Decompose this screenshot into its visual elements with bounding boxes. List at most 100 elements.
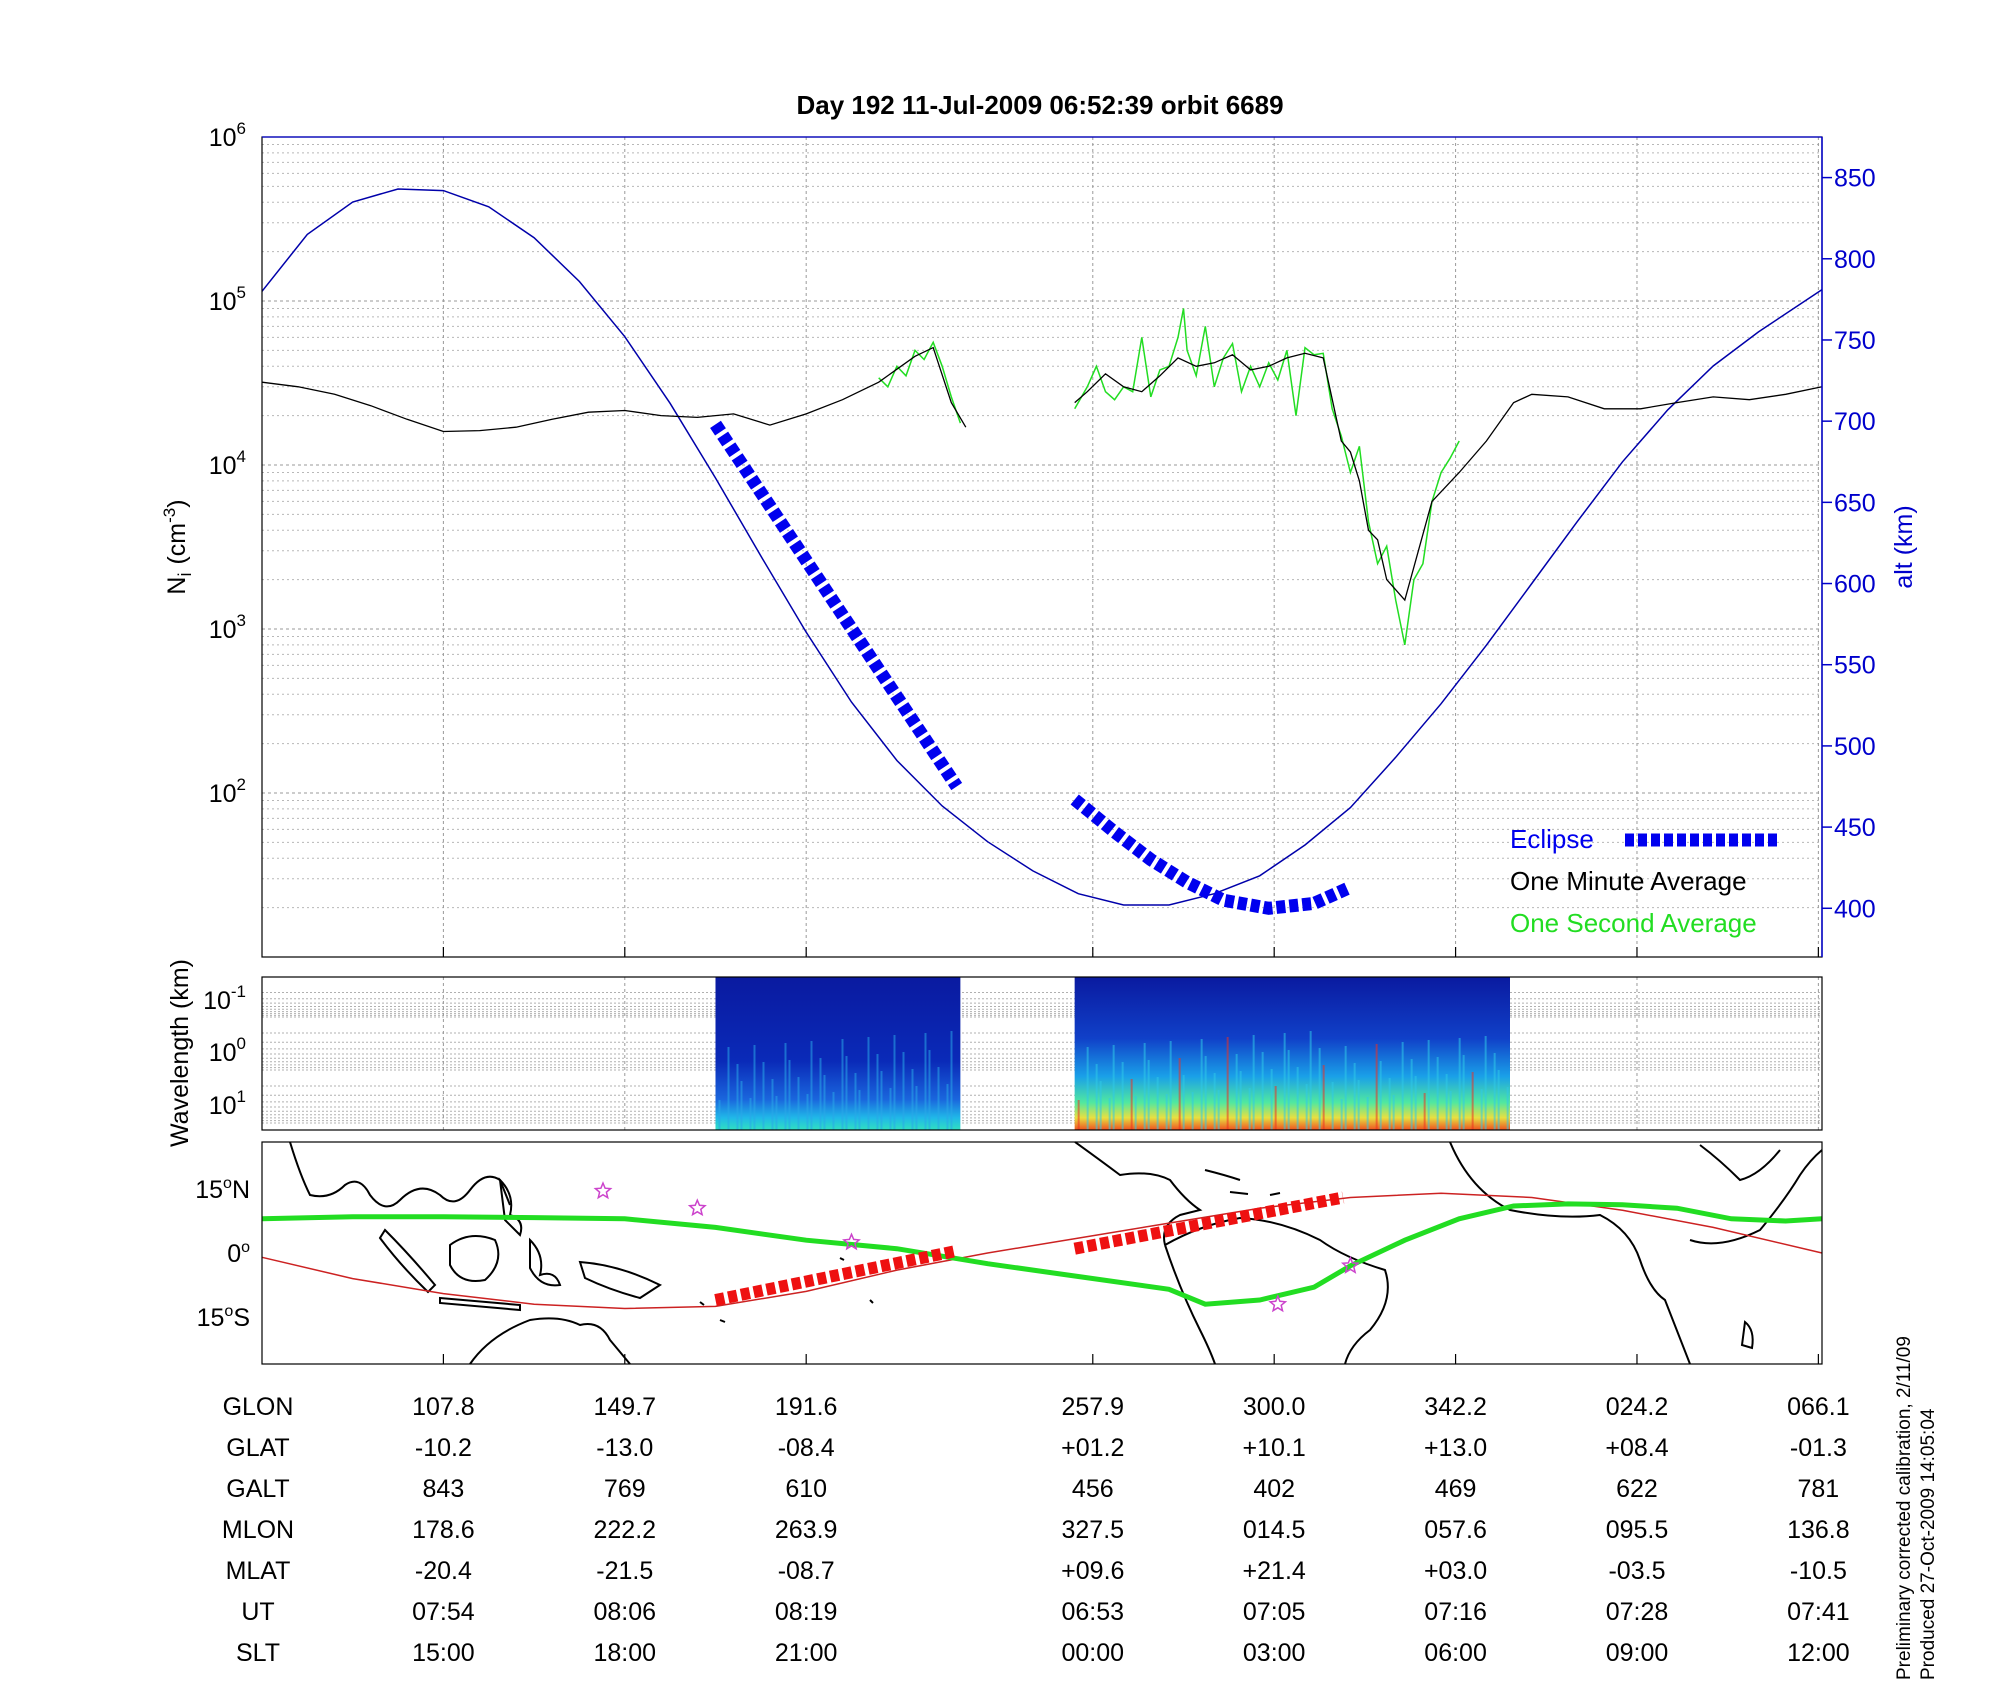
density-y-tick-label: 102 [209, 775, 246, 808]
table-cell: 066.1 [1787, 1393, 1850, 1421]
density-y-ticks: 102 103 104 105 106 [209, 119, 246, 808]
spectrogram-streak [1112, 1045, 1115, 1130]
spectrogram-streak [1169, 1041, 1172, 1130]
map-y-tick-label: 15oN [195, 1175, 250, 1204]
table-cell: 07:16 [1424, 1598, 1487, 1626]
eclipse-segment [710, 420, 963, 791]
table-cell: 327.5 [1062, 1516, 1125, 1544]
spectrogram-streak [806, 1094, 809, 1130]
spectrogram-streak [845, 1056, 848, 1130]
table-cell: -01.3 [1790, 1434, 1847, 1462]
spectrogram-streak [1182, 1075, 1185, 1130]
spectrogram-streak [1217, 1090, 1220, 1130]
spectrogram-streak [1471, 1072, 1474, 1130]
table-row-label: GLAT [226, 1434, 289, 1462]
density-y-tick-label: 105 [209, 283, 246, 316]
station-star-icon [1268, 1294, 1288, 1313]
one-second-average-line [1074, 308, 1460, 646]
density-y-label-sub: i [175, 573, 195, 577]
density-y-label: Ni (cm-3) [160, 499, 195, 594]
spectrogram-streak [1283, 1033, 1286, 1130]
spectrogram-streak [911, 1069, 914, 1130]
eclipse-ground-track [714, 1245, 958, 1306]
altitude-tick-label: 400 [1834, 895, 1876, 923]
spectrogram-streak [1318, 1048, 1321, 1130]
table-cell: 08:19 [775, 1598, 838, 1626]
spectrogram-y-label: Wavelength (km) [166, 959, 194, 1147]
spectrogram-streak [1121, 1062, 1124, 1130]
table-cell: -03.5 [1608, 1557, 1665, 1585]
spectrogram-streak [867, 1037, 870, 1130]
spectrogram-y-tick-label: 100 [209, 1034, 246, 1067]
eclipse-segment [1070, 794, 1354, 915]
coast-newguinea [578, 1260, 663, 1300]
table-cell: -10.5 [1790, 1557, 1847, 1585]
legend-eclipse: Eclipse [1510, 824, 1594, 854]
spectrogram-streak [1099, 1081, 1102, 1130]
density-y-tick-label: 103 [209, 611, 246, 644]
table-cell: 00:00 [1062, 1639, 1125, 1667]
dip-equator-line [261, 1192, 1823, 1310]
table-cell: 08:06 [594, 1598, 657, 1626]
spectrogram-streak [854, 1073, 857, 1130]
map-y-tick-label: 15oS [197, 1303, 250, 1332]
spectrogram-streak [928, 1050, 931, 1130]
spectrogram-streak [1449, 1091, 1452, 1130]
table-cell: -10.2 [415, 1434, 472, 1462]
table-row-label: GLON [223, 1393, 294, 1421]
spectrogram-streak [1086, 1047, 1089, 1130]
spectrogram-streak [1366, 1097, 1369, 1130]
figure-title: Day 192 11-Jul-2009 06:52:39 orbit 6689 [796, 90, 1283, 120]
altitude-tick-label: 600 [1834, 571, 1876, 599]
coast-madagascar [1740, 1320, 1754, 1350]
table-cell: 07:41 [1787, 1598, 1850, 1626]
spectrogram-streak [1248, 1088, 1251, 1130]
coast-sumatra [378, 1228, 437, 1294]
density-series [261, 188, 1823, 906]
eclipse-ground-track [1073, 1191, 1345, 1255]
legend-second: One Second Average [1510, 908, 1757, 938]
altitude-y-ticks: 400 450 500 550 600 650 700 750 800 850 [1822, 165, 1876, 923]
spectrogram-streak [753, 1045, 756, 1130]
spectrogram-streak [1252, 1035, 1255, 1130]
spectrogram-streak [1414, 1076, 1417, 1130]
station-star-icon [593, 1181, 613, 1200]
coast-north-america [1074, 1141, 1203, 1246]
spectrogram-streak [1287, 1050, 1290, 1130]
coast-asia [289, 1141, 511, 1208]
table-cell: 342.2 [1424, 1393, 1487, 1421]
table-cell: 12:00 [1787, 1639, 1850, 1667]
spectrogram-border [261, 976, 1823, 1131]
table-cell: 402 [1253, 1475, 1295, 1503]
density-panel: 102 103 104 105 106 400 450 500 550 600 650 700 750… [160, 119, 1918, 958]
spectrogram-streak [819, 1058, 822, 1130]
legend-minute: One Minute Average [1510, 866, 1747, 896]
table-cell: 21:00 [775, 1639, 838, 1667]
table-cell: 057.6 [1424, 1516, 1487, 1544]
table-cell: 769 [604, 1475, 646, 1503]
altitude-tick-label: 800 [1834, 246, 1876, 274]
spectrogram-block [1074, 977, 1510, 1130]
spectrogram-streak [1410, 1059, 1413, 1130]
table-cell: 222.2 [594, 1516, 657, 1544]
spectrogram-streak [1156, 1077, 1159, 1130]
table-cell: 06:00 [1424, 1639, 1487, 1667]
coast-australia [469, 1317, 631, 1365]
spectrogram-block [715, 977, 961, 1130]
spectrogram-streak [1423, 1093, 1426, 1130]
spectrogram-streak [788, 1060, 791, 1130]
table-cell: +01.2 [1061, 1434, 1124, 1462]
spectrogram-streak [749, 1098, 752, 1130]
table-row-label: GALT [226, 1475, 289, 1503]
one-minute-average-line [1074, 352, 1823, 602]
table-cell: 843 [423, 1475, 465, 1503]
spectrogram-streak [902, 1052, 905, 1130]
table-cell: 07:05 [1243, 1598, 1306, 1626]
table-cell: 15:00 [412, 1639, 475, 1667]
table-cell: +08.4 [1605, 1434, 1668, 1462]
altitude-y-label: alt (km) [1890, 505, 1918, 588]
spectrogram-streak [1353, 1063, 1356, 1130]
table-cell: 03:00 [1243, 1639, 1306, 1667]
altitude-tick-label: 700 [1834, 408, 1876, 436]
table-cell: 178.6 [412, 1516, 475, 1544]
